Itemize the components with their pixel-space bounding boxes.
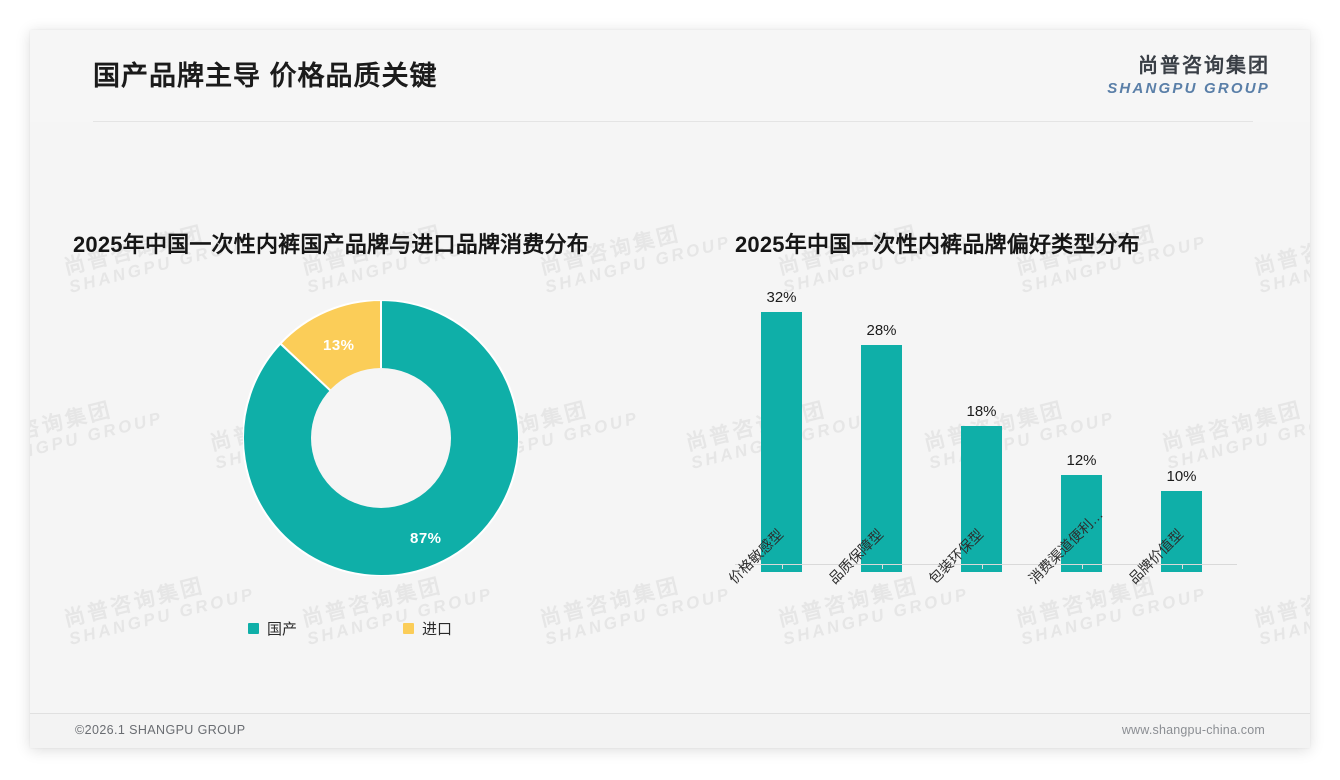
donut-svg — [242, 298, 520, 577]
bar-chart-axis — [735, 564, 1237, 565]
bar-value-label: 10% — [1166, 467, 1197, 485]
legend-swatch-jinkou — [403, 623, 415, 634]
bar-chart-title: 2025年中国一次性内裤品牌偏好类型分布 — [735, 232, 1140, 257]
slide-body: 尚普咨询集团 SHANGPU GROUP 尚普咨询集团 SHANGPU GROUP 尚普… — [30, 122, 1310, 714]
bar-value-label: 28% — [866, 321, 897, 339]
bar-品牌价值型[interactable] — [1161, 490, 1202, 572]
axis-tick — [1181, 564, 1183, 569]
logo-chinese-text: 尚普咨询集团 — [1138, 55, 1270, 77]
bar-column: 18% — [961, 396, 1002, 572]
brand-logo: 尚普咨询集团 SHANGPU GROUP — [1107, 56, 1270, 96]
bar-value-label: 12% — [1066, 451, 1097, 469]
axis-tick — [1081, 564, 1083, 569]
bar-消费渠道便利…[interactable] — [1061, 474, 1102, 572]
axis-tick — [981, 564, 983, 569]
header-divider — [93, 121, 1253, 122]
donut-legend: 国产 进口 — [248, 618, 528, 639]
donut-chart-panel: 2025年中国一次性内裤国产品牌与进口品牌消费分布 87% 13% 国产 — [30, 122, 730, 714]
slide-card: 国产品牌主导 价格品质关键 尚普咨询集团 SHANGPU GROUP 尚普咨询集… — [30, 30, 1310, 748]
bar-column: 32% — [761, 282, 802, 572]
donut-chart: 87% 13% — [242, 298, 520, 577]
slide-footer: ©2026.1 SHANGPU GROUP www.shangpu-china.… — [30, 713, 1310, 748]
bar-column: 28% — [861, 315, 902, 572]
footer-copyright: ©2026.1 SHANGPU GROUP — [75, 723, 246, 737]
bar-column: 12% — [1061, 445, 1102, 572]
bar-column: 10% — [1161, 461, 1202, 572]
bar-chart-plot: 32% 28% 18% 12% 10% — [735, 272, 1235, 572]
donut-chart-title: 2025年中国一次性内裤国产品牌与进口品牌消费分布 — [73, 232, 589, 257]
axis-tick — [781, 564, 783, 569]
bar-value-label: 18% — [966, 403, 997, 420]
legend-item-guochan[interactable]: 国产 — [248, 618, 297, 639]
legend-swatch-guochan — [248, 623, 259, 634]
donut-value-label-guochan: 87% — [410, 530, 442, 547]
donut-value-label-jinkou: 13% — [323, 337, 355, 354]
page-title: 国产品牌主导 价格品质关键 — [93, 61, 438, 91]
bar-价格敏感型[interactable] — [761, 312, 802, 572]
axis-tick — [881, 564, 883, 569]
footer-website[interactable]: www.shangpu-china.com — [1121, 723, 1265, 737]
bar-包装环保型[interactable] — [961, 426, 1002, 572]
logo-english-text: SHANGPU GROUP — [1107, 80, 1270, 97]
bar-chart-panel: 2025年中国一次性内裤品牌偏好类型分布 — [730, 122, 1310, 714]
bar-value-label: 32% — [766, 289, 797, 307]
legend-item-jinkou[interactable]: 进口 — [403, 618, 452, 639]
legend-label-guochan: 国产 — [267, 621, 298, 638]
legend-label-jinkou: 进口 — [422, 621, 453, 638]
bar-品质保障型[interactable] — [861, 344, 902, 572]
slide-header: 国产品牌主导 价格品质关键 尚普咨询集团 SHANGPU GROUP — [30, 30, 1310, 122]
